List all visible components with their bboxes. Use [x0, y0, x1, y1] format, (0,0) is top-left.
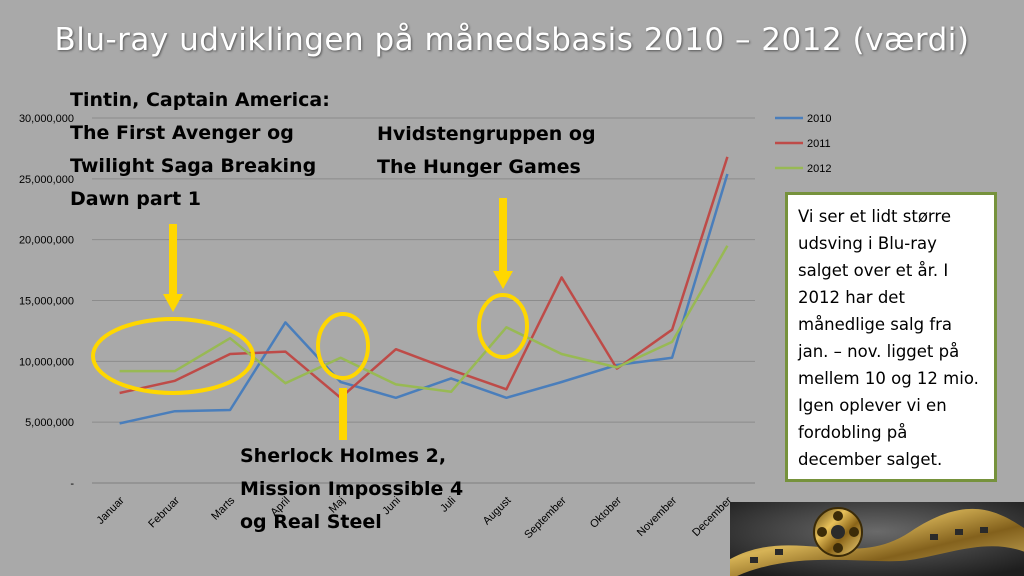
x-tick-label: September [522, 494, 569, 541]
highlight-ellipse-jan-mar [91, 317, 255, 395]
x-tick-label: Marts [209, 494, 237, 522]
y-tick-label: 25,000,000 [19, 174, 74, 186]
legend-label: 2010 [807, 113, 831, 125]
series-lines [119, 156, 729, 425]
y-tick-label: 30,000,000 [19, 113, 74, 125]
annotation-sherlock: Sherlock Holmes 2, Mission Impossible 4 … [240, 440, 463, 539]
highlight-ellipse-may [316, 312, 370, 380]
annotation-line: og Real Steel [240, 511, 382, 533]
annotation-tintin: Tintin, Captain America: The First Aveng… [70, 84, 330, 216]
chart-title: Blu-ray udviklingen på månedsbasis 2010 … [54, 22, 970, 58]
y-tick-label: - [70, 478, 74, 490]
annotation-line: Mission Impossible 4 [240, 478, 464, 500]
film-strip-logo [730, 502, 1024, 576]
note-box: Vi ser et lidt større udsving i Blu-ray … [785, 192, 997, 482]
annotation-line: Dawn part 1 [70, 188, 201, 210]
legend: 2010 2011 2012 [775, 113, 831, 175]
y-axis-ticks: - 5,000,000 10,000,000 15,000,000 20,000,000… [19, 113, 74, 490]
annotation-line: Hvidstengruppen og [377, 123, 596, 145]
highlight-markers [91, 198, 529, 440]
y-tick-label: 10,000,000 [19, 356, 74, 368]
arrow-down-jan-mar [163, 224, 183, 312]
legend-label: 2012 [807, 163, 831, 175]
arrow-down-august [493, 198, 513, 289]
annotation-line: Tintin, Captain America: [70, 89, 330, 111]
stem-may [339, 388, 347, 440]
annotation-line: Sherlock Holmes 2, [240, 445, 447, 467]
x-tick-label: December [690, 494, 735, 539]
grid-lines [92, 117, 755, 484]
highlight-ellipse-august [477, 293, 529, 359]
annotation-hunger-games: Hvidstengruppen og The Hunger Games [377, 118, 596, 184]
x-tick-label: Januar [94, 494, 127, 527]
y-tick-label: 15,000,000 [19, 296, 74, 308]
annotation-line: The Hunger Games [377, 156, 581, 178]
x-tick-label: November [635, 494, 680, 539]
annotation-line: Twilight Saga Breaking [70, 155, 317, 177]
annotation-line: The First Avenger og [70, 122, 294, 144]
y-tick-label: 20,000,000 [19, 235, 74, 247]
x-tick-label: August [481, 495, 514, 528]
legend-label: 2011 [807, 138, 831, 150]
x-tick-label: Oktober [588, 494, 624, 530]
series-line-2012 [119, 245, 729, 394]
x-tick-label: Februar [146, 494, 182, 530]
y-tick-label: 5,000,000 [25, 417, 74, 429]
